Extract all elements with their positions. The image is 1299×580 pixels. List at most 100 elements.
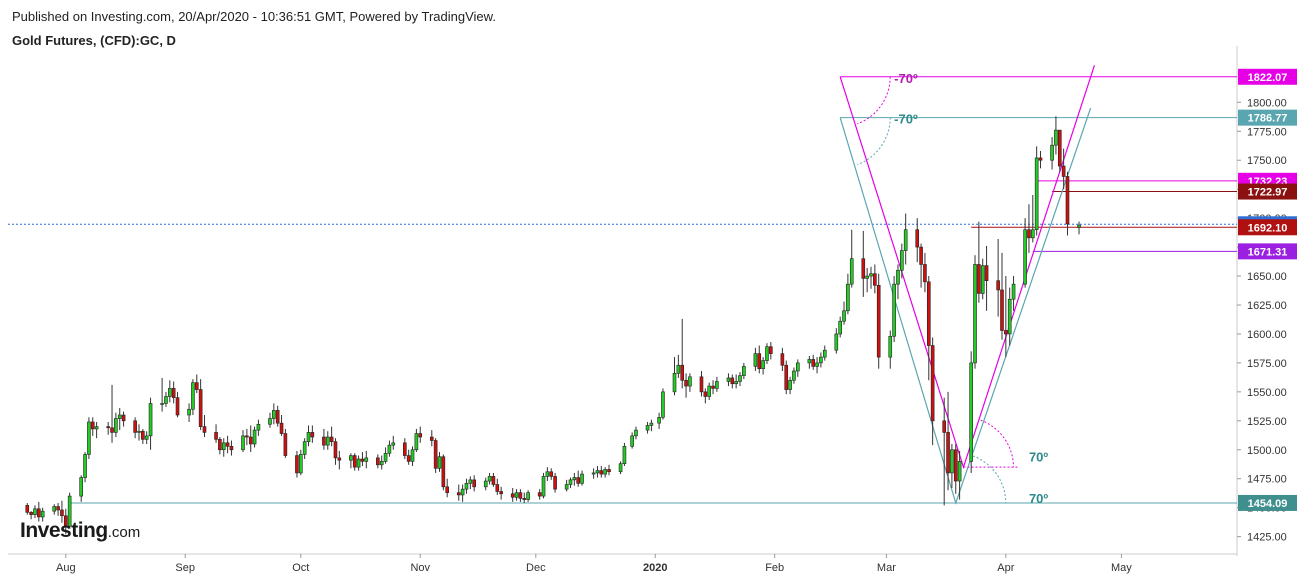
x-tick-label: Nov — [410, 562, 430, 574]
candle-up — [468, 479, 473, 484]
candle-down — [549, 471, 554, 477]
candle-up — [969, 362, 973, 462]
candle-up — [792, 370, 796, 381]
candle-down — [441, 456, 446, 488]
candle-up — [40, 510, 45, 518]
candle-up — [349, 455, 353, 461]
candle-down — [1061, 165, 1066, 177]
candle-down — [329, 436, 334, 442]
candle-up — [603, 469, 607, 475]
candle-up — [807, 359, 812, 364]
x-tick-label: 2020 — [643, 562, 667, 574]
candle-down — [433, 440, 438, 469]
candle-up — [1023, 229, 1027, 285]
y-tick-label: 1525.00 — [1247, 416, 1287, 428]
candle-up — [526, 492, 530, 500]
candle-down — [322, 436, 326, 446]
candle-up — [957, 461, 962, 482]
angle-label: 70º — [1029, 491, 1048, 506]
candle-down — [1000, 289, 1004, 331]
candle-up — [819, 356, 823, 364]
candle-up — [83, 454, 87, 478]
candle-down — [121, 414, 126, 422]
candle-down — [60, 509, 64, 517]
candle-up — [356, 458, 361, 468]
candle-up — [187, 408, 191, 416]
candle-down — [90, 421, 95, 430]
candle-up — [252, 429, 257, 445]
candle-down — [680, 364, 685, 381]
candle-up — [591, 472, 596, 475]
candle-down — [25, 505, 30, 513]
investing-logo: Investing.com — [20, 519, 140, 543]
candle-down — [418, 433, 423, 438]
candle-up — [437, 456, 442, 469]
candle-up — [272, 410, 276, 419]
candle-up — [618, 463, 623, 473]
candle-down — [491, 476, 496, 485]
candle-down — [275, 410, 280, 424]
candle-down — [873, 273, 877, 286]
candle-up — [306, 432, 311, 442]
price-badge — [1238, 68, 1297, 85]
candle-down — [283, 433, 288, 456]
y-tick-label: 1500.00 — [1247, 445, 1287, 457]
logo-brand: Investing — [20, 519, 108, 542]
candle-down — [376, 457, 380, 466]
candle-down — [133, 420, 137, 433]
candle-down — [1038, 157, 1043, 161]
candle-down — [456, 492, 461, 496]
candle-up — [191, 382, 195, 410]
candle-up — [514, 492, 519, 498]
candle-down — [429, 436, 434, 441]
candle-down — [229, 445, 234, 451]
candle-down — [110, 427, 114, 433]
candle-down — [175, 397, 180, 416]
teal-angle-arc — [857, 117, 891, 166]
candle-down — [757, 353, 762, 369]
candle-down — [784, 364, 789, 390]
candle-up — [742, 366, 746, 376]
candle-down — [926, 281, 931, 346]
candle-up — [865, 275, 869, 279]
candle-down — [499, 491, 503, 495]
candle-down — [106, 426, 110, 429]
candle-up — [676, 364, 681, 374]
candle-down — [522, 498, 527, 500]
candle-down — [1004, 330, 1008, 335]
price-badge-label: 1692.10 — [1248, 222, 1288, 234]
x-tick-label: Feb — [765, 562, 784, 574]
candle-up — [707, 385, 711, 397]
candle-down — [946, 432, 950, 474]
candle-down — [919, 246, 923, 265]
angle-label: -70º — [894, 71, 918, 86]
candle-up — [545, 471, 550, 477]
candle-up — [1034, 157, 1039, 231]
y-tick-label: 1625.00 — [1247, 300, 1287, 312]
candle-down — [333, 441, 338, 459]
price-badge — [1238, 219, 1297, 236]
candle-up — [672, 373, 677, 393]
y-tick-label: 1475.00 — [1247, 474, 1287, 486]
candle-down — [518, 492, 523, 499]
candle-up — [896, 269, 900, 285]
candle-down — [915, 229, 920, 248]
candle-up — [383, 452, 388, 462]
price-badge — [1238, 243, 1297, 260]
candle-down — [352, 455, 357, 468]
x-tick-label: May — [1111, 562, 1132, 574]
candle-up — [980, 265, 985, 294]
x-tick-label: Sep — [175, 562, 195, 574]
candle-up — [117, 414, 122, 419]
candle-up — [846, 283, 850, 312]
candle-up — [87, 421, 91, 455]
y-tick-label: 1750.00 — [1247, 155, 1287, 167]
candle-down — [445, 486, 450, 493]
candle-up — [302, 441, 307, 455]
candle-down — [510, 493, 515, 498]
x-tick-label: Apr — [997, 562, 1014, 574]
candle-up — [726, 377, 731, 382]
candle-up — [364, 457, 369, 462]
candle-up — [765, 346, 769, 361]
